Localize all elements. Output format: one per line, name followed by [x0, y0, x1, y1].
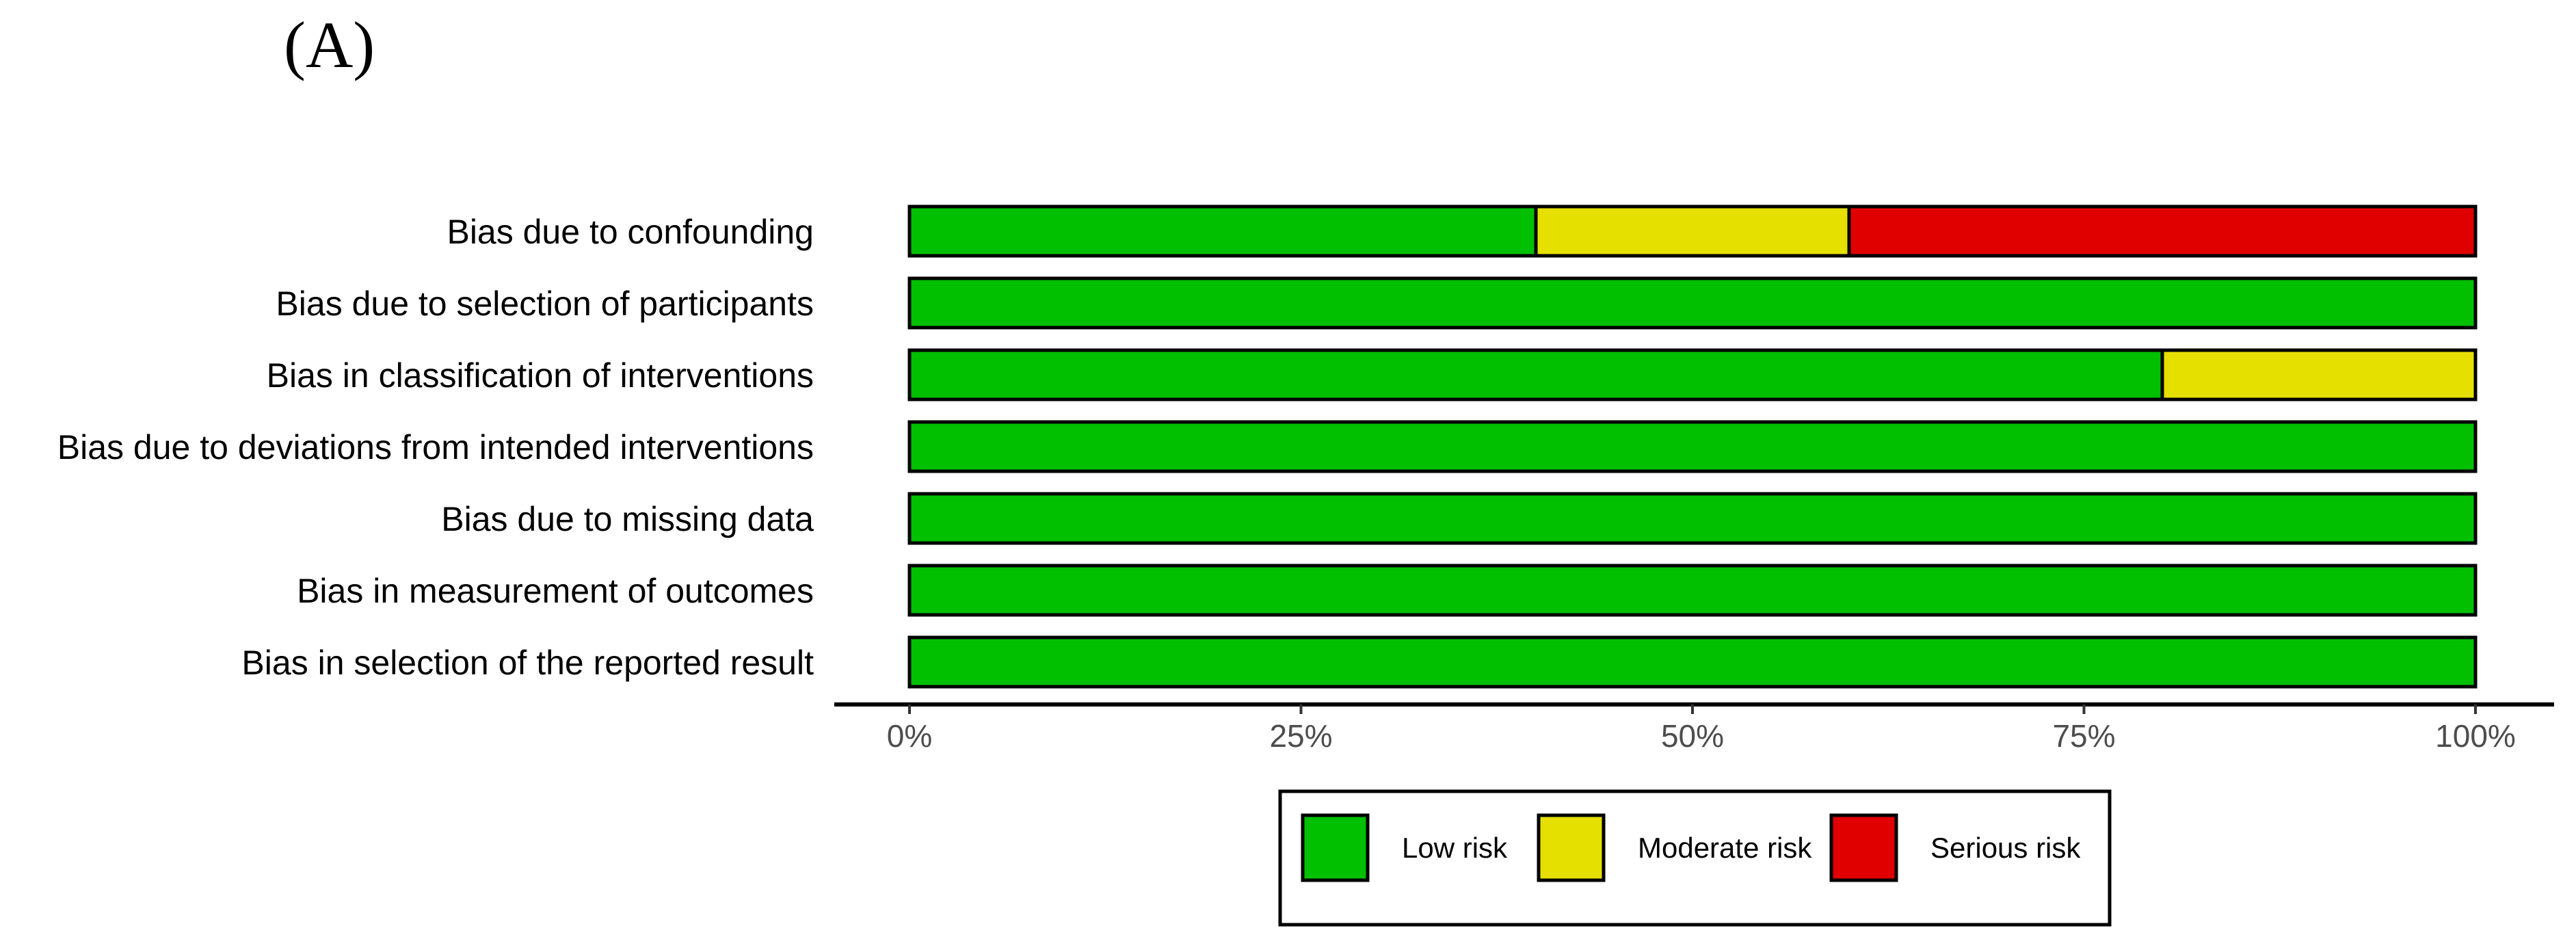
- legend-box: [1278, 789, 2112, 927]
- legend: Low risk Moderate risk Serious risk: [1278, 789, 2112, 927]
- bar-segment-moderate-risk: [1534, 204, 1851, 258]
- category-label: Bias due to selection of participants: [276, 285, 814, 323]
- x-tick-label: 0%: [887, 718, 932, 754]
- bar-segment-low-risk: [907, 348, 2164, 401]
- legend-label: Moderate risk: [1638, 832, 1812, 864]
- bars: [907, 204, 2478, 689]
- x-tick-label: 75%: [2052, 718, 2115, 754]
- bar-segment-low-risk: [907, 635, 2478, 689]
- bar-segment-serious-risk: [1847, 204, 2478, 258]
- category-label: Bias in classification of interventions: [267, 356, 814, 395]
- bar-segment-moderate-risk: [2160, 348, 2478, 401]
- panel-label: (A): [284, 8, 375, 81]
- bar-segment-low-risk: [907, 492, 2478, 545]
- category-label: Bias in measurement of outcomes: [297, 572, 814, 610]
- bar-segment-low-risk: [907, 204, 1538, 258]
- category-label: Bias due to deviations from intended int…: [57, 428, 814, 466]
- bar-segment-low-risk: [907, 276, 2478, 330]
- category-label: Bias in selection of the reported result: [241, 644, 814, 682]
- legend-key-serious-risk: [1829, 813, 1898, 882]
- x-axis-ticks: 0% 25% 50% 75% 100%: [887, 704, 2516, 754]
- legend-key-moderate-risk: [1537, 813, 1606, 882]
- x-tick-label: 50%: [1661, 718, 1724, 754]
- legend-label: Serious risk: [1930, 832, 2081, 864]
- category-label: Bias due to missing data: [441, 500, 814, 538]
- legend-key-low-risk: [1301, 813, 1370, 882]
- bar-segment-low-risk: [907, 420, 2478, 473]
- bar-segment-low-risk: [907, 564, 2478, 617]
- x-tick-label: 25%: [1269, 718, 1332, 754]
- x-tick-label: 100%: [2435, 718, 2516, 754]
- legend-label: Low risk: [1402, 832, 1508, 864]
- category-label: Bias due to confounding: [447, 213, 814, 251]
- category-labels: Bias due to confounding Bias due to selec…: [57, 213, 814, 682]
